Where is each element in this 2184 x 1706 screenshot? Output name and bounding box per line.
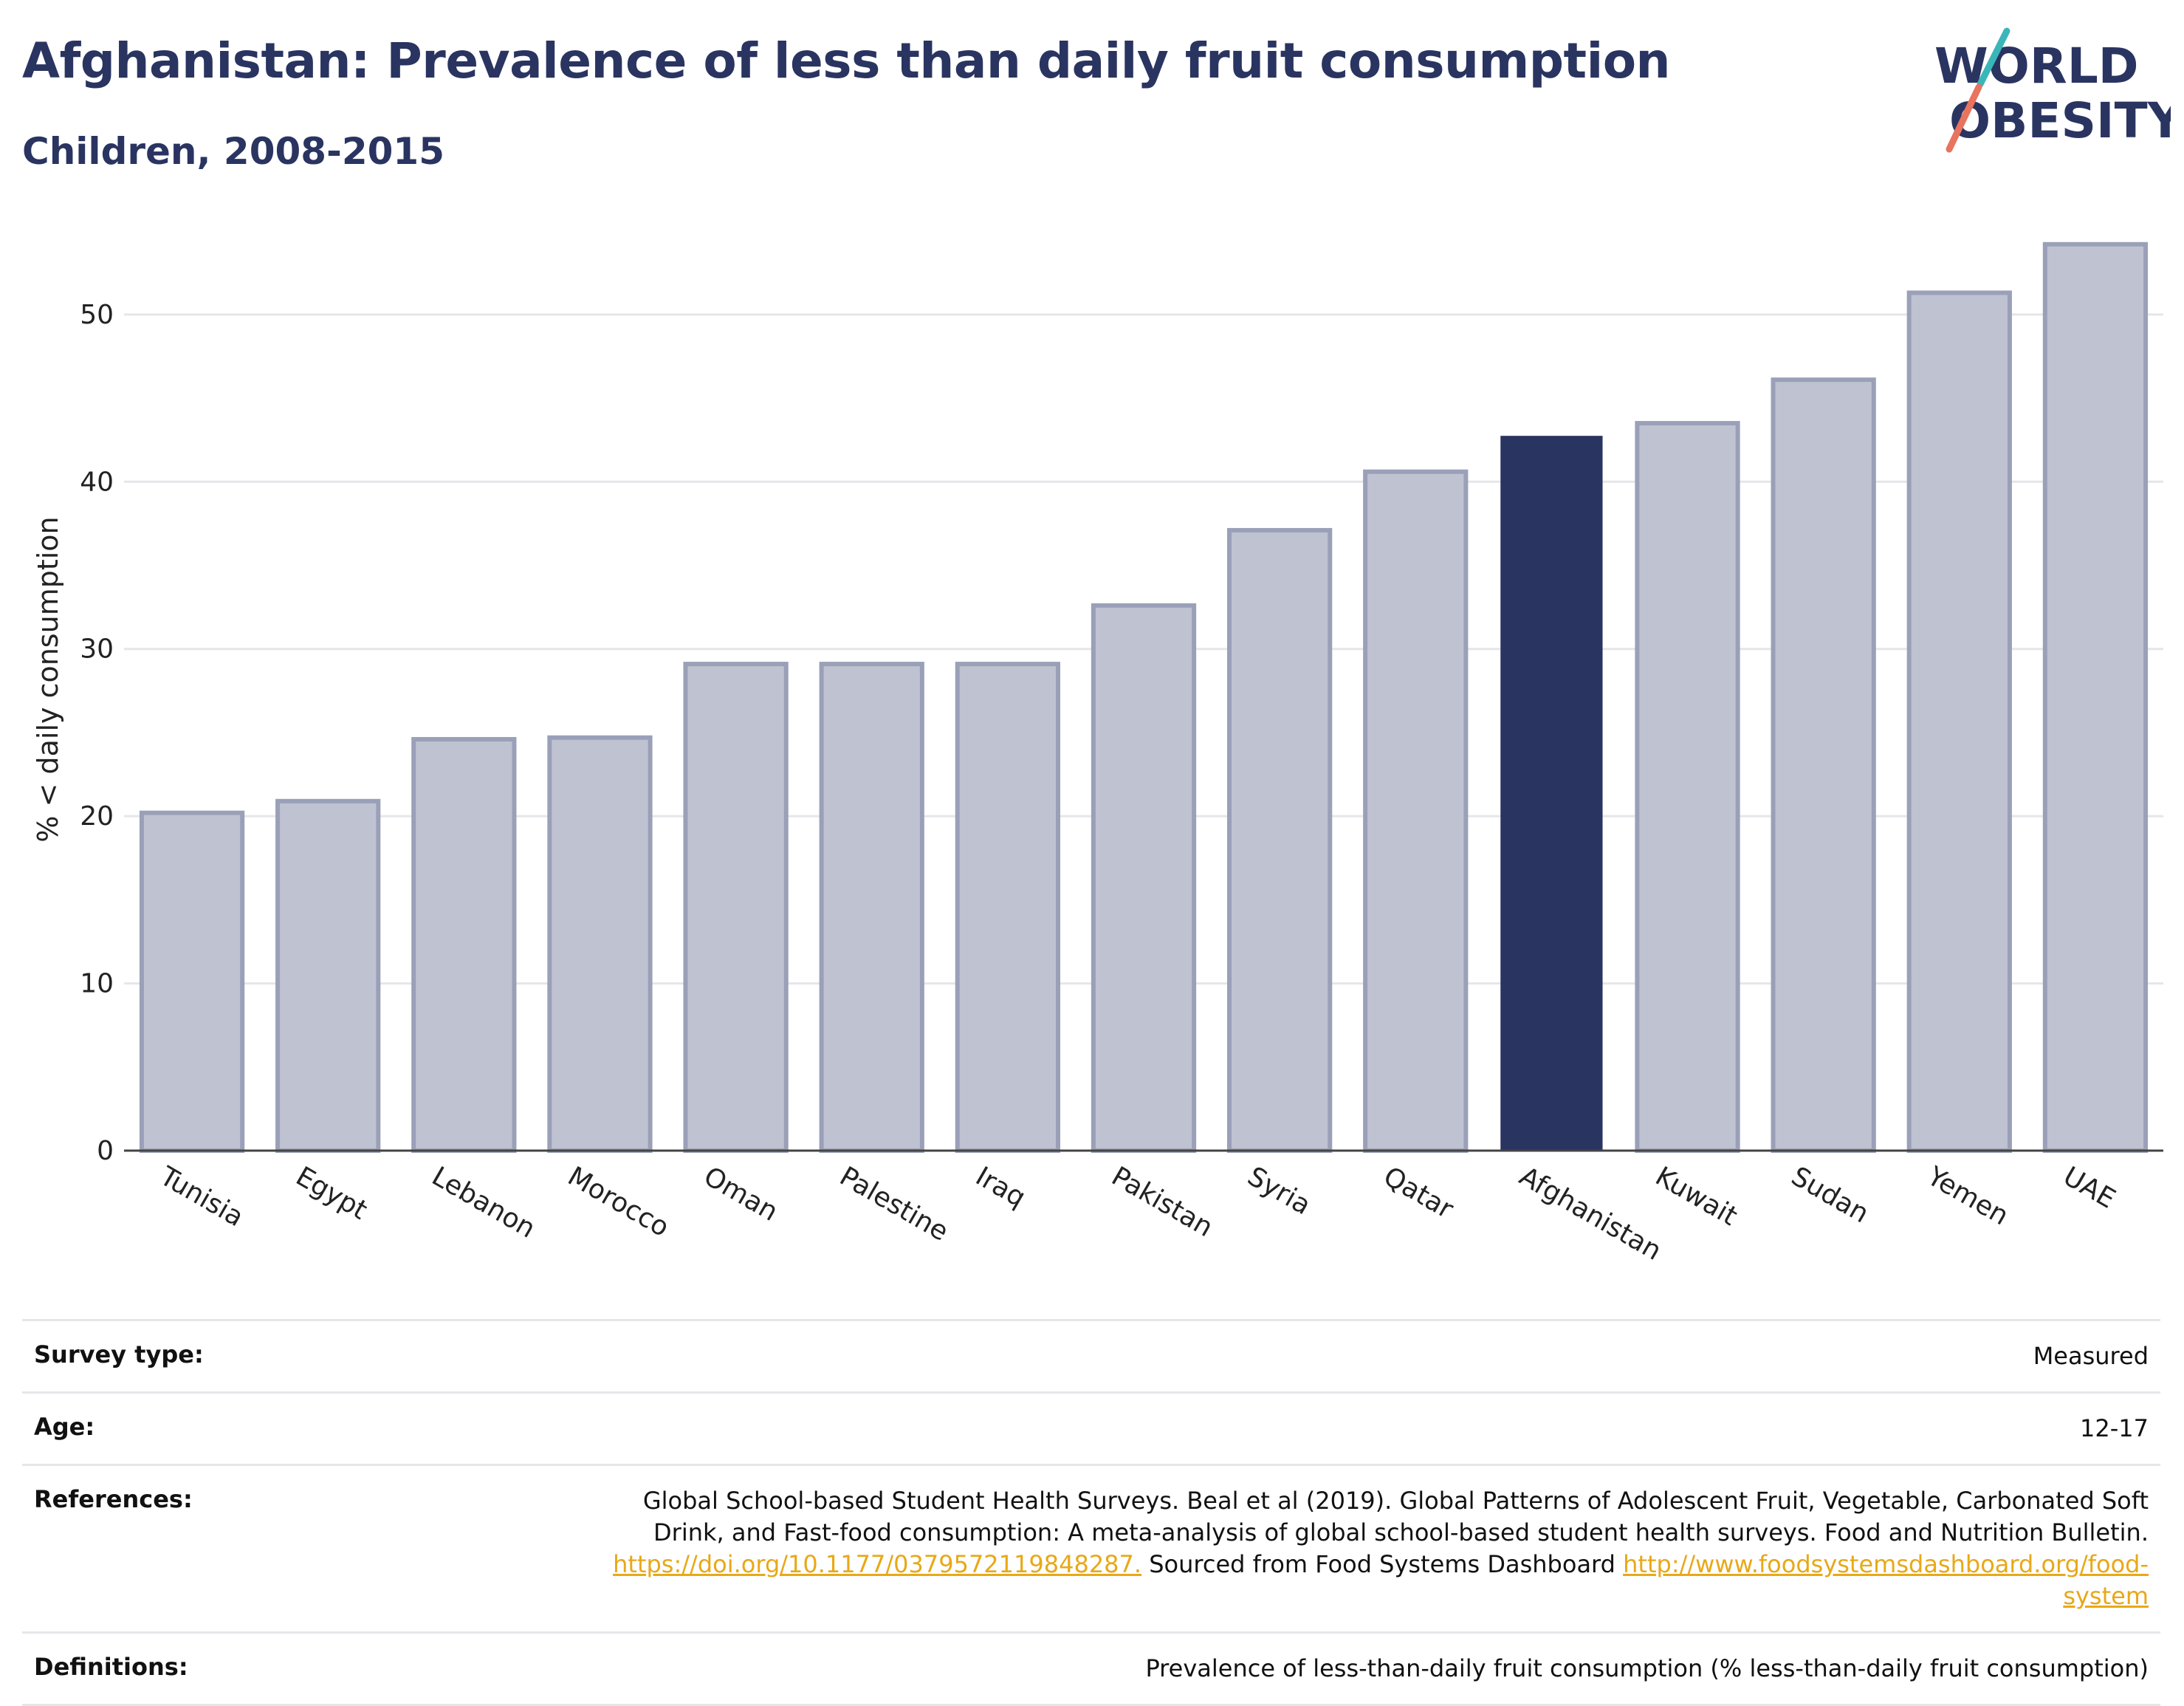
x-tick-label: Yemen: [1921, 1161, 2013, 1232]
bar-yemen: [1906, 290, 2012, 1154]
bar-syria: [1227, 527, 1333, 1153]
doi-link[interactable]: https://doi.org/10.1177/0379572119848287…: [613, 1550, 1142, 1578]
chart-subtitle: Children, 2008-2015: [22, 130, 444, 173]
references-label: References:: [34, 1485, 193, 1513]
bar-tunisia: [139, 810, 245, 1153]
bar-qatar: [1363, 469, 1469, 1153]
y-tick-label: 40: [80, 467, 114, 497]
y-tick-label: 10: [80, 969, 114, 999]
x-tick-label: Lebanon: [427, 1161, 540, 1244]
y-tick-label: 30: [80, 634, 114, 665]
x-tick-label: UAE: [2058, 1161, 2120, 1214]
bar-kuwait: [1635, 421, 1740, 1153]
age-value: 12-17: [2080, 1414, 2149, 1442]
survey-type-row: Survey type: Measured: [22, 1319, 2160, 1391]
x-tick-label: Pakistan: [1107, 1161, 1218, 1243]
y-tick-label: 20: [80, 801, 114, 832]
bar-chart: 0 10 20 30 40 50 Tunisia Egypt Lebanon Morocco Oma…: [32, 241, 2163, 1267]
logo-line2: OBESITY: [1949, 92, 2171, 149]
logo-slash-coral: [1946, 83, 1982, 153]
x-tick-label: Afghanistan: [1514, 1161, 1666, 1267]
survey-type-value: Measured: [2033, 1342, 2149, 1370]
y-tick-label: 50: [80, 300, 114, 330]
bar-morocco: [547, 735, 653, 1153]
x-tick-label: Iraq: [970, 1161, 1030, 1213]
bar-afghanistan: [1500, 436, 1603, 1151]
y-tick-label: 0: [97, 1136, 114, 1166]
references-source-text: Sourced from Food Systems Dashboard: [1149, 1550, 1615, 1578]
bar-iraq: [955, 662, 1060, 1153]
definitions-value: Prevalence of less-than-daily fruit cons…: [1145, 1654, 2149, 1682]
x-tick-label: Oman: [698, 1161, 783, 1227]
x-tick-label: Syria: [1243, 1161, 1316, 1221]
bars: [139, 241, 2149, 1154]
x-tick-label: Palestine: [834, 1161, 953, 1247]
definitions-row: Definitions: Prevalence of less-than-dai…: [22, 1631, 2160, 1706]
bar-lebanon: [411, 736, 517, 1153]
x-tick-label: Tunisia: [154, 1161, 249, 1233]
bar-egypt: [275, 798, 381, 1153]
x-tick-label: Egypt: [291, 1161, 372, 1225]
x-tick-label: Morocco: [563, 1161, 674, 1243]
bar-uae: [2042, 241, 2149, 1153]
y-axis-title: % < daily consumption: [32, 516, 64, 842]
metadata-table: Survey type: Measured Age: 12-17 Referen…: [22, 1319, 2160, 1706]
bar-oman: [683, 662, 789, 1153]
survey-type-label: Survey type:: [34, 1340, 204, 1368]
logo-slash-teal: [1977, 27, 2010, 88]
age-row: Age: 12-17: [22, 1391, 2160, 1464]
x-tick-label: Qatar: [1378, 1161, 1458, 1224]
food-systems-dashboard-link[interactable]: http://www.foodsystemsdashboard.org/food…: [1623, 1550, 2149, 1610]
references-value: Global School-based Student Health Surve…: [583, 1485, 2149, 1612]
definitions-label: Definitions:: [34, 1653, 188, 1681]
x-tick-label: Kuwait: [1650, 1161, 1742, 1232]
bar-palestine: [819, 662, 924, 1153]
x-tick-label: Sudan: [1786, 1161, 1874, 1229]
bar-sudan: [1771, 377, 1876, 1153]
references-row: References: Global School-based Student …: [22, 1464, 2160, 1631]
chart-title: Afghanistan: Prevalence of less than dai…: [22, 32, 1671, 89]
world-obesity-logo: WORLD OBESITY: [1934, 27, 2171, 153]
logo-line1: WORLD: [1934, 38, 2139, 95]
references-text: Global School-based Student Health Surve…: [642, 1487, 2149, 1546]
bar-pakistan: [1091, 603, 1197, 1153]
age-label: Age:: [34, 1413, 95, 1441]
